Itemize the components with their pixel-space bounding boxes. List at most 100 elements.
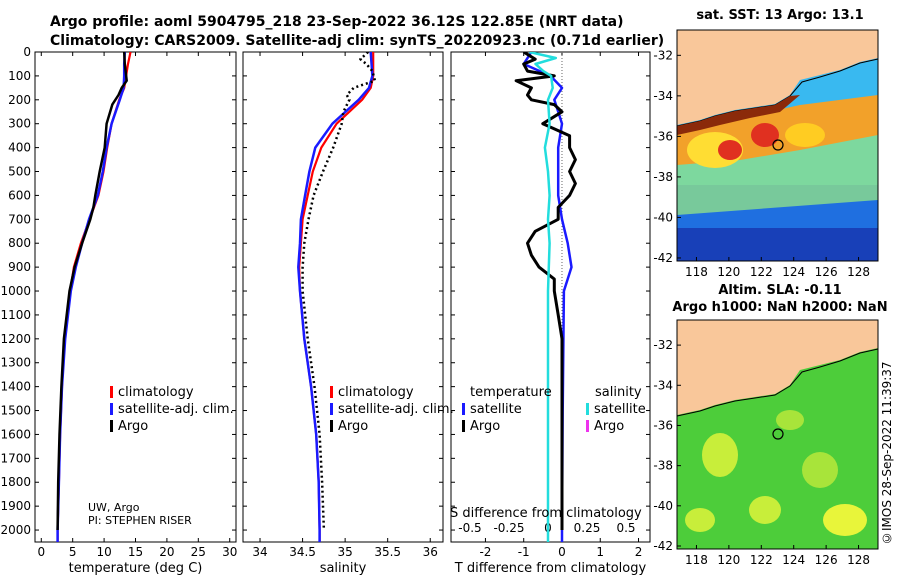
x-tick-label: 2 bbox=[635, 545, 643, 559]
sla-map bbox=[676, 319, 879, 550]
y-tick-label: 600 bbox=[8, 188, 31, 202]
temperature-legend: climatology satellite-adj. clim. Argo bbox=[110, 385, 234, 434]
x-tick-label: 1 bbox=[596, 545, 604, 559]
y-tick-label: 1100 bbox=[0, 308, 31, 322]
sla-blob-6 bbox=[776, 410, 804, 430]
map-lon-label: 122 bbox=[750, 553, 773, 567]
map-lat-label: -42 bbox=[653, 539, 673, 553]
legend-label-climatology: climatology bbox=[118, 385, 194, 400]
y-tick-label: 1300 bbox=[0, 356, 31, 370]
legend-label-temp-argo: Argo bbox=[470, 419, 500, 434]
map-lat-label: -38 bbox=[653, 170, 673, 184]
salinity-legend: climatology satellite-adj. clim. Argo bbox=[330, 385, 454, 434]
sst-eddy-2 bbox=[718, 140, 742, 160]
map-lon-label: 128 bbox=[847, 553, 870, 567]
map-lon-label: 124 bbox=[782, 553, 805, 567]
x-tick-label: 36 bbox=[423, 545, 438, 559]
legend-swatch-sal-satellite bbox=[586, 403, 589, 415]
legend-swatch-climatology bbox=[110, 386, 113, 398]
sst-band-cold bbox=[677, 228, 878, 261]
map-lon-label: 124 bbox=[782, 265, 805, 279]
footnote-line-2: PI: STEPHEN RISER bbox=[88, 514, 192, 527]
y-tick-label: 1400 bbox=[0, 380, 31, 394]
x-tick-label: 35 bbox=[337, 545, 352, 559]
x-tick-label: 25 bbox=[191, 545, 206, 559]
y-tick-label: 1700 bbox=[0, 451, 31, 465]
sla-blob-3 bbox=[749, 496, 781, 524]
sla-map-title-1: Altim. SLA: -0.11 bbox=[718, 283, 842, 298]
map-lat-label: -36 bbox=[653, 129, 673, 143]
y-tick-label: 1800 bbox=[0, 475, 31, 489]
sla-blob-4 bbox=[802, 452, 838, 488]
y-tick-label: 500 bbox=[8, 165, 31, 179]
x-tick-label: 20 bbox=[159, 545, 174, 559]
header-line-1: Argo profile: aoml 5904795_218 23-Sep-20… bbox=[50, 14, 624, 30]
sst-map bbox=[676, 29, 879, 262]
map-lon-label: 122 bbox=[750, 265, 773, 279]
map-lon-label: 118 bbox=[685, 553, 708, 567]
map-lon-label: 126 bbox=[815, 553, 838, 567]
sla-shelf-edge bbox=[676, 348, 879, 417]
x-tick-label: 5 bbox=[69, 545, 77, 559]
legend-label-satellite: satellite-adj. clim. bbox=[338, 402, 454, 417]
y-tick-label: 1500 bbox=[0, 404, 31, 418]
legend-swatch-temp-satellite bbox=[462, 403, 465, 415]
sla-blob-2 bbox=[685, 508, 715, 532]
y-tick-label: 200 bbox=[8, 93, 31, 107]
y-tick-label: 900 bbox=[8, 260, 31, 274]
s-diff-tick-label: 0.5 bbox=[616, 521, 635, 535]
series-line-temperature-argo bbox=[514, 52, 577, 530]
map-lat-label: -34 bbox=[653, 89, 673, 103]
map-lat-label: -40 bbox=[653, 210, 673, 224]
legend-swatch-argo bbox=[110, 420, 113, 432]
sst-map-frame bbox=[676, 29, 879, 262]
header-line-2: Climatology: CARS2009. Satellite-adj cli… bbox=[50, 33, 665, 49]
s-diff-tick-label: 0.25 bbox=[574, 521, 601, 535]
y-tick-label: 400 bbox=[8, 141, 31, 155]
legend-header-salinity: salinity bbox=[595, 385, 642, 400]
x-tick-label: 15 bbox=[128, 545, 143, 559]
map-lat-label: -34 bbox=[653, 378, 673, 392]
map-lat-label: -42 bbox=[653, 251, 673, 265]
sla-map-frame bbox=[676, 319, 879, 550]
x-tick-label: 10 bbox=[96, 545, 111, 559]
map-lon-label: 118 bbox=[685, 265, 708, 279]
x-tick-label: 34.5 bbox=[289, 545, 316, 559]
y-tick-label: 1600 bbox=[0, 427, 31, 441]
y-tick-label: 800 bbox=[8, 236, 31, 250]
legend-swatch-temp-argo bbox=[462, 420, 465, 432]
map-lat-label: -36 bbox=[653, 418, 673, 432]
difference-panel-frame bbox=[450, 51, 651, 543]
x-tick-label: 35.5 bbox=[374, 545, 401, 559]
y-tick-label: 1000 bbox=[0, 284, 31, 298]
legend-label-argo: Argo bbox=[338, 419, 368, 434]
x-tick-label: -2 bbox=[479, 545, 491, 559]
x-tick-label: 0 bbox=[558, 545, 566, 559]
legend-swatch-sal-argo bbox=[586, 420, 589, 432]
y-tick-label: 1900 bbox=[0, 499, 31, 513]
legend-label-sal-argo: Argo bbox=[594, 419, 624, 434]
salinity-panel-frame bbox=[242, 51, 444, 543]
series-line-satellite-adj-clim- bbox=[297, 52, 374, 542]
legend-label-argo: Argo bbox=[118, 419, 148, 434]
x-tick-label: 30 bbox=[222, 545, 237, 559]
legend-swatch-argo bbox=[330, 420, 333, 432]
legend-label-climatology: climatology bbox=[338, 385, 414, 400]
legend-label-temp-satellite: satellite bbox=[470, 402, 522, 417]
s-diff-tick-label: -0.5 bbox=[458, 521, 481, 535]
sla-land bbox=[677, 320, 878, 415]
x-tick-label: -1 bbox=[518, 545, 530, 559]
legend-swatch-satellite bbox=[110, 403, 113, 415]
footnote-line-1: UW, Argo bbox=[88, 501, 140, 514]
y-tick-label: 300 bbox=[8, 117, 31, 131]
map-lat-label: -32 bbox=[653, 48, 673, 62]
x-axis-label: temperature (deg C) bbox=[69, 561, 203, 576]
sst-argo-marker bbox=[772, 139, 784, 151]
series-line-argo bbox=[301, 52, 377, 531]
legend-label-satellite: satellite-adj. clim. bbox=[118, 402, 234, 417]
legend-label-sal-satellite: satellite bbox=[594, 402, 646, 417]
map-lat-label: -40 bbox=[653, 499, 673, 513]
sst-eddy-3 bbox=[751, 123, 779, 147]
map-lon-label: 128 bbox=[847, 265, 870, 279]
sst-eddy-4 bbox=[785, 123, 825, 147]
